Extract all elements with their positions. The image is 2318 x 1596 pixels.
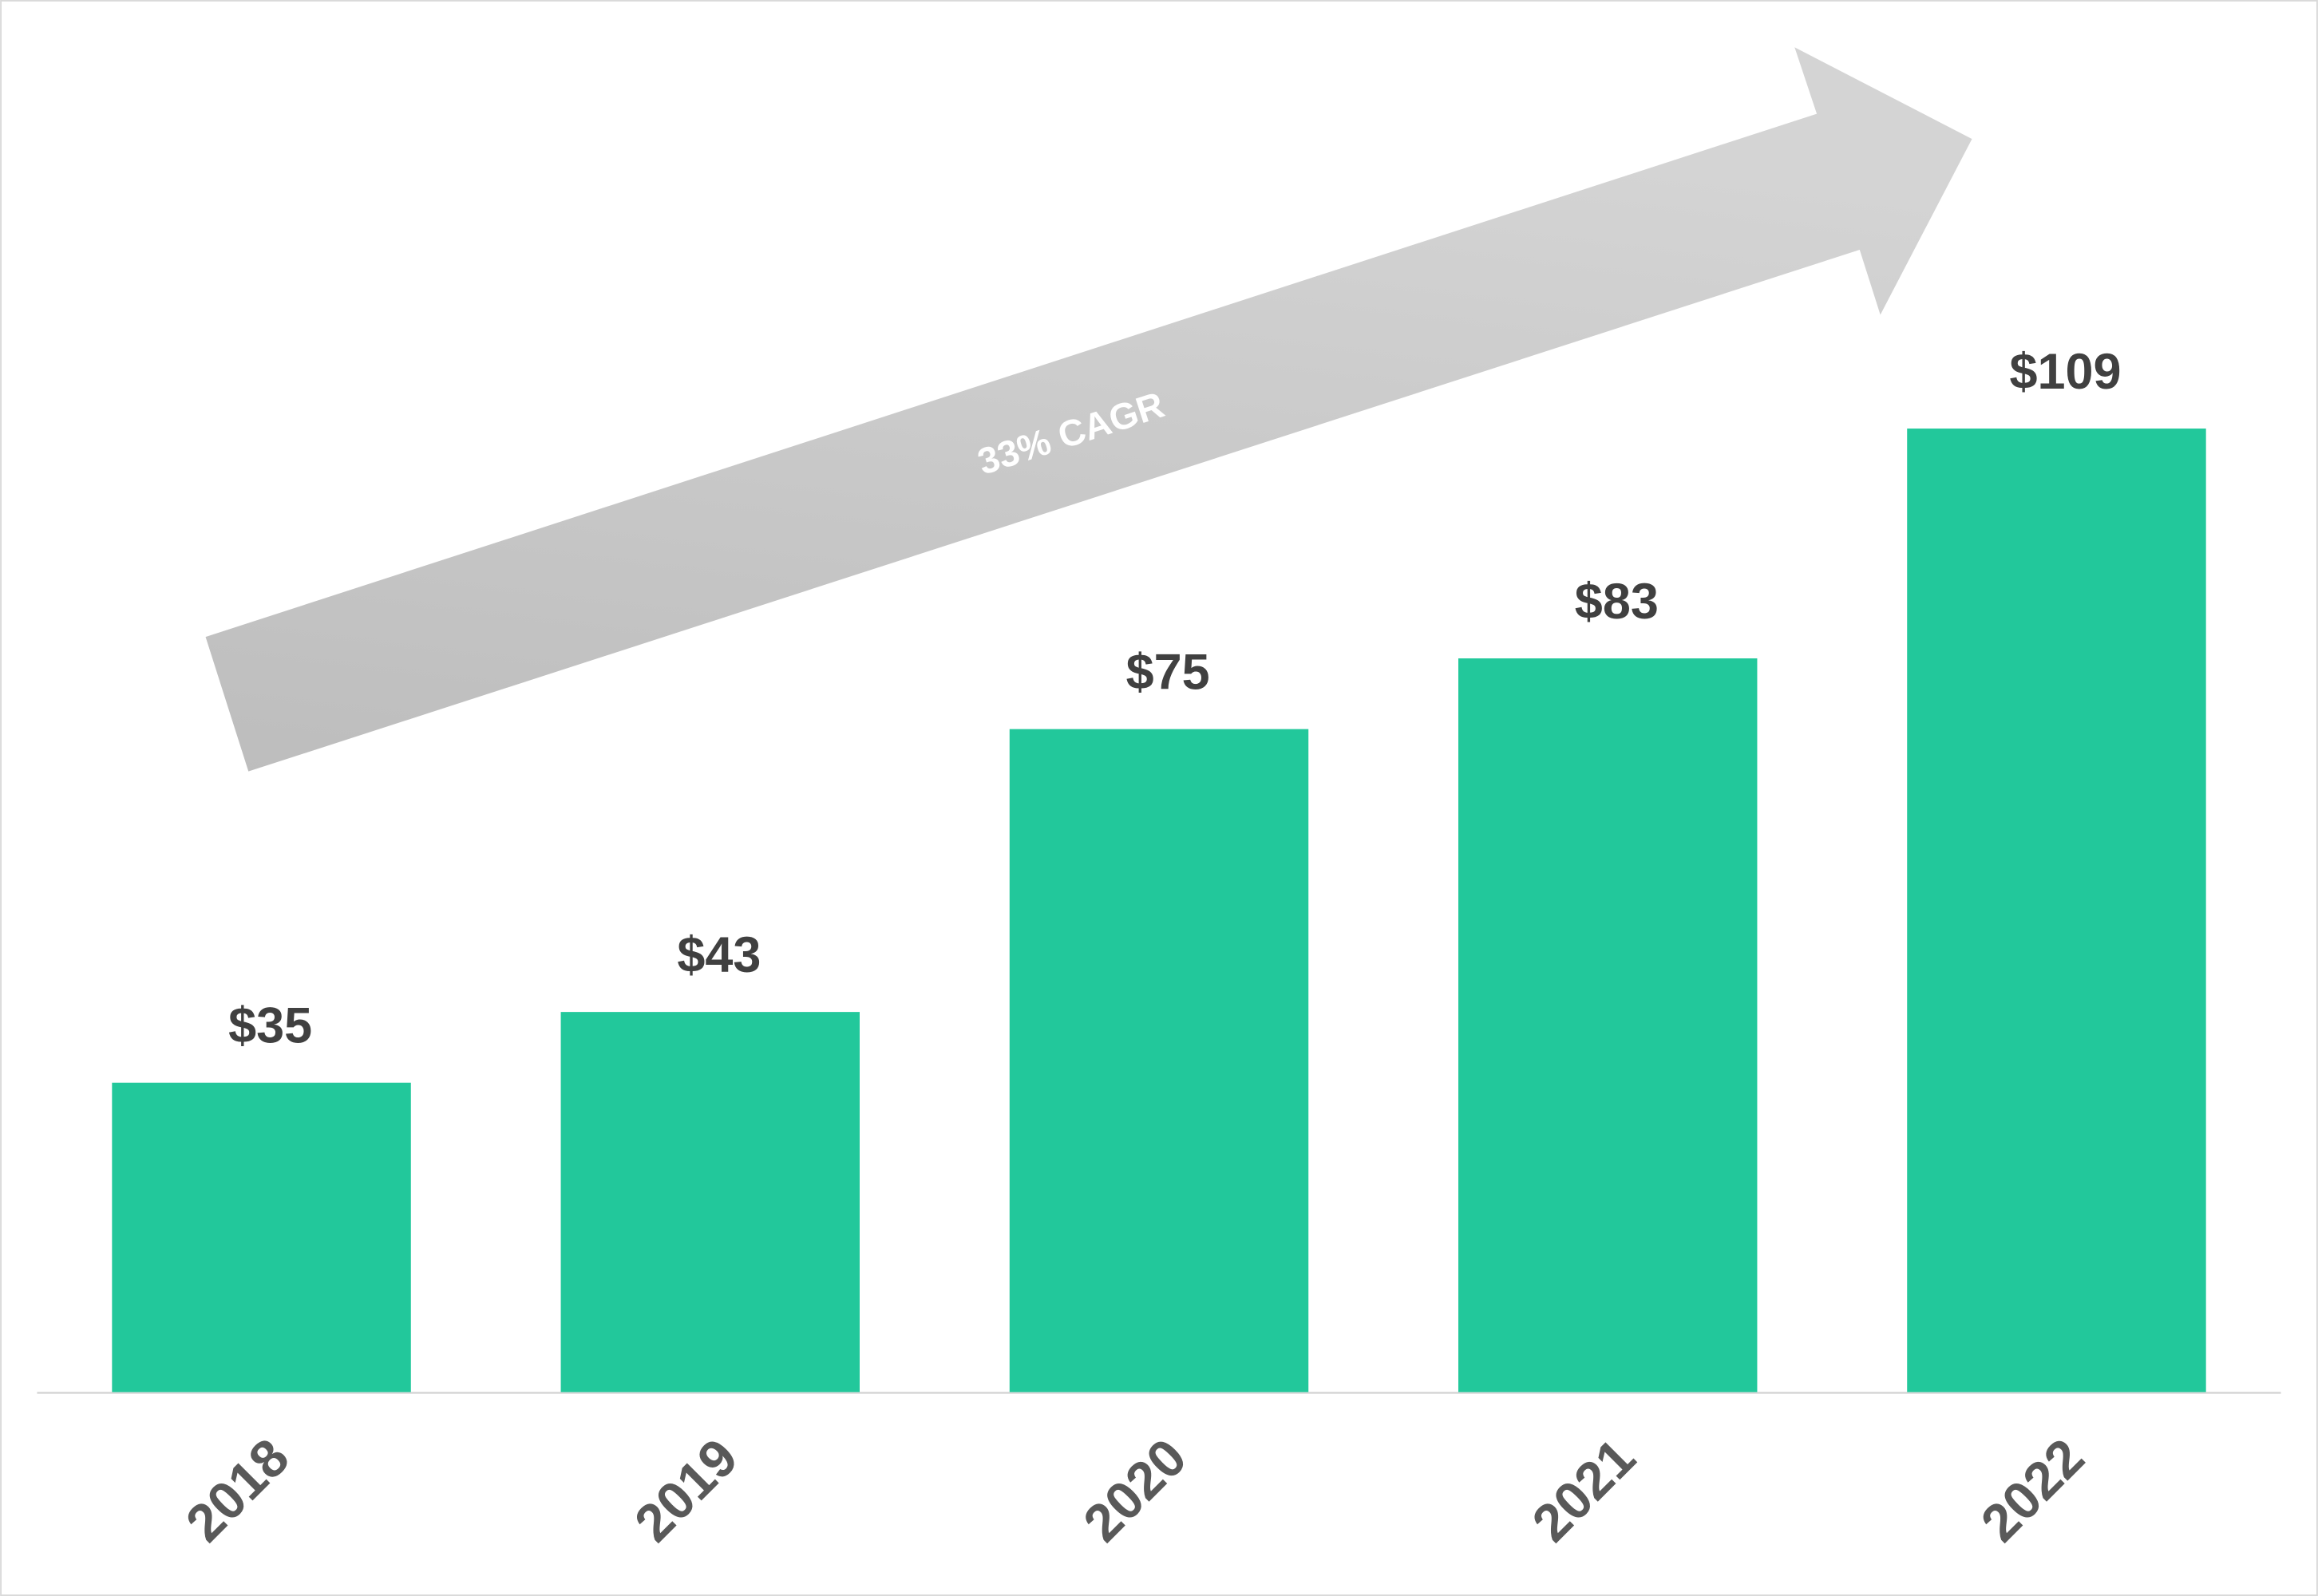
bar (112, 1082, 411, 1393)
growth-arrow (205, 47, 1972, 772)
bar (1907, 429, 2206, 1393)
value-label: $83 (1575, 574, 1659, 630)
value-label: $109 (2010, 344, 2122, 400)
value-label: $43 (677, 927, 761, 983)
value-label: $75 (1126, 645, 1210, 701)
value-label: $35 (228, 998, 312, 1054)
bar (560, 1012, 860, 1393)
bar (1009, 729, 1309, 1393)
bar (1458, 658, 1758, 1393)
